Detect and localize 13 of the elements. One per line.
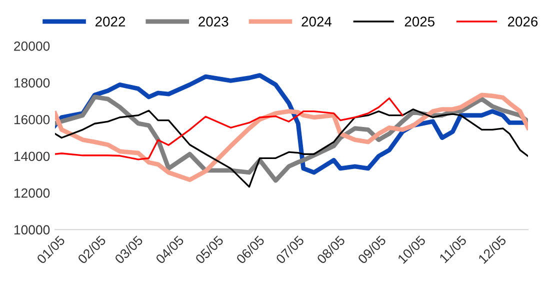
line-series: [55, 108, 528, 188]
legend-label: 2026: [508, 16, 538, 27]
y-tick-label: 12000: [14, 188, 50, 198]
legend-label: 2025: [404, 16, 434, 27]
line-series: [55, 97, 404, 160]
legend-label: 2023: [198, 16, 228, 27]
y-tick-label: 14000: [14, 152, 50, 162]
y-tick-label: 10000: [14, 225, 50, 235]
y-tick-label: 20000: [14, 41, 50, 51]
legend-label: 2024: [302, 16, 332, 27]
y-tick-label: 16000: [14, 114, 50, 124]
y-tick-label: 18000: [14, 78, 50, 88]
legend-label: 2022: [96, 16, 126, 27]
